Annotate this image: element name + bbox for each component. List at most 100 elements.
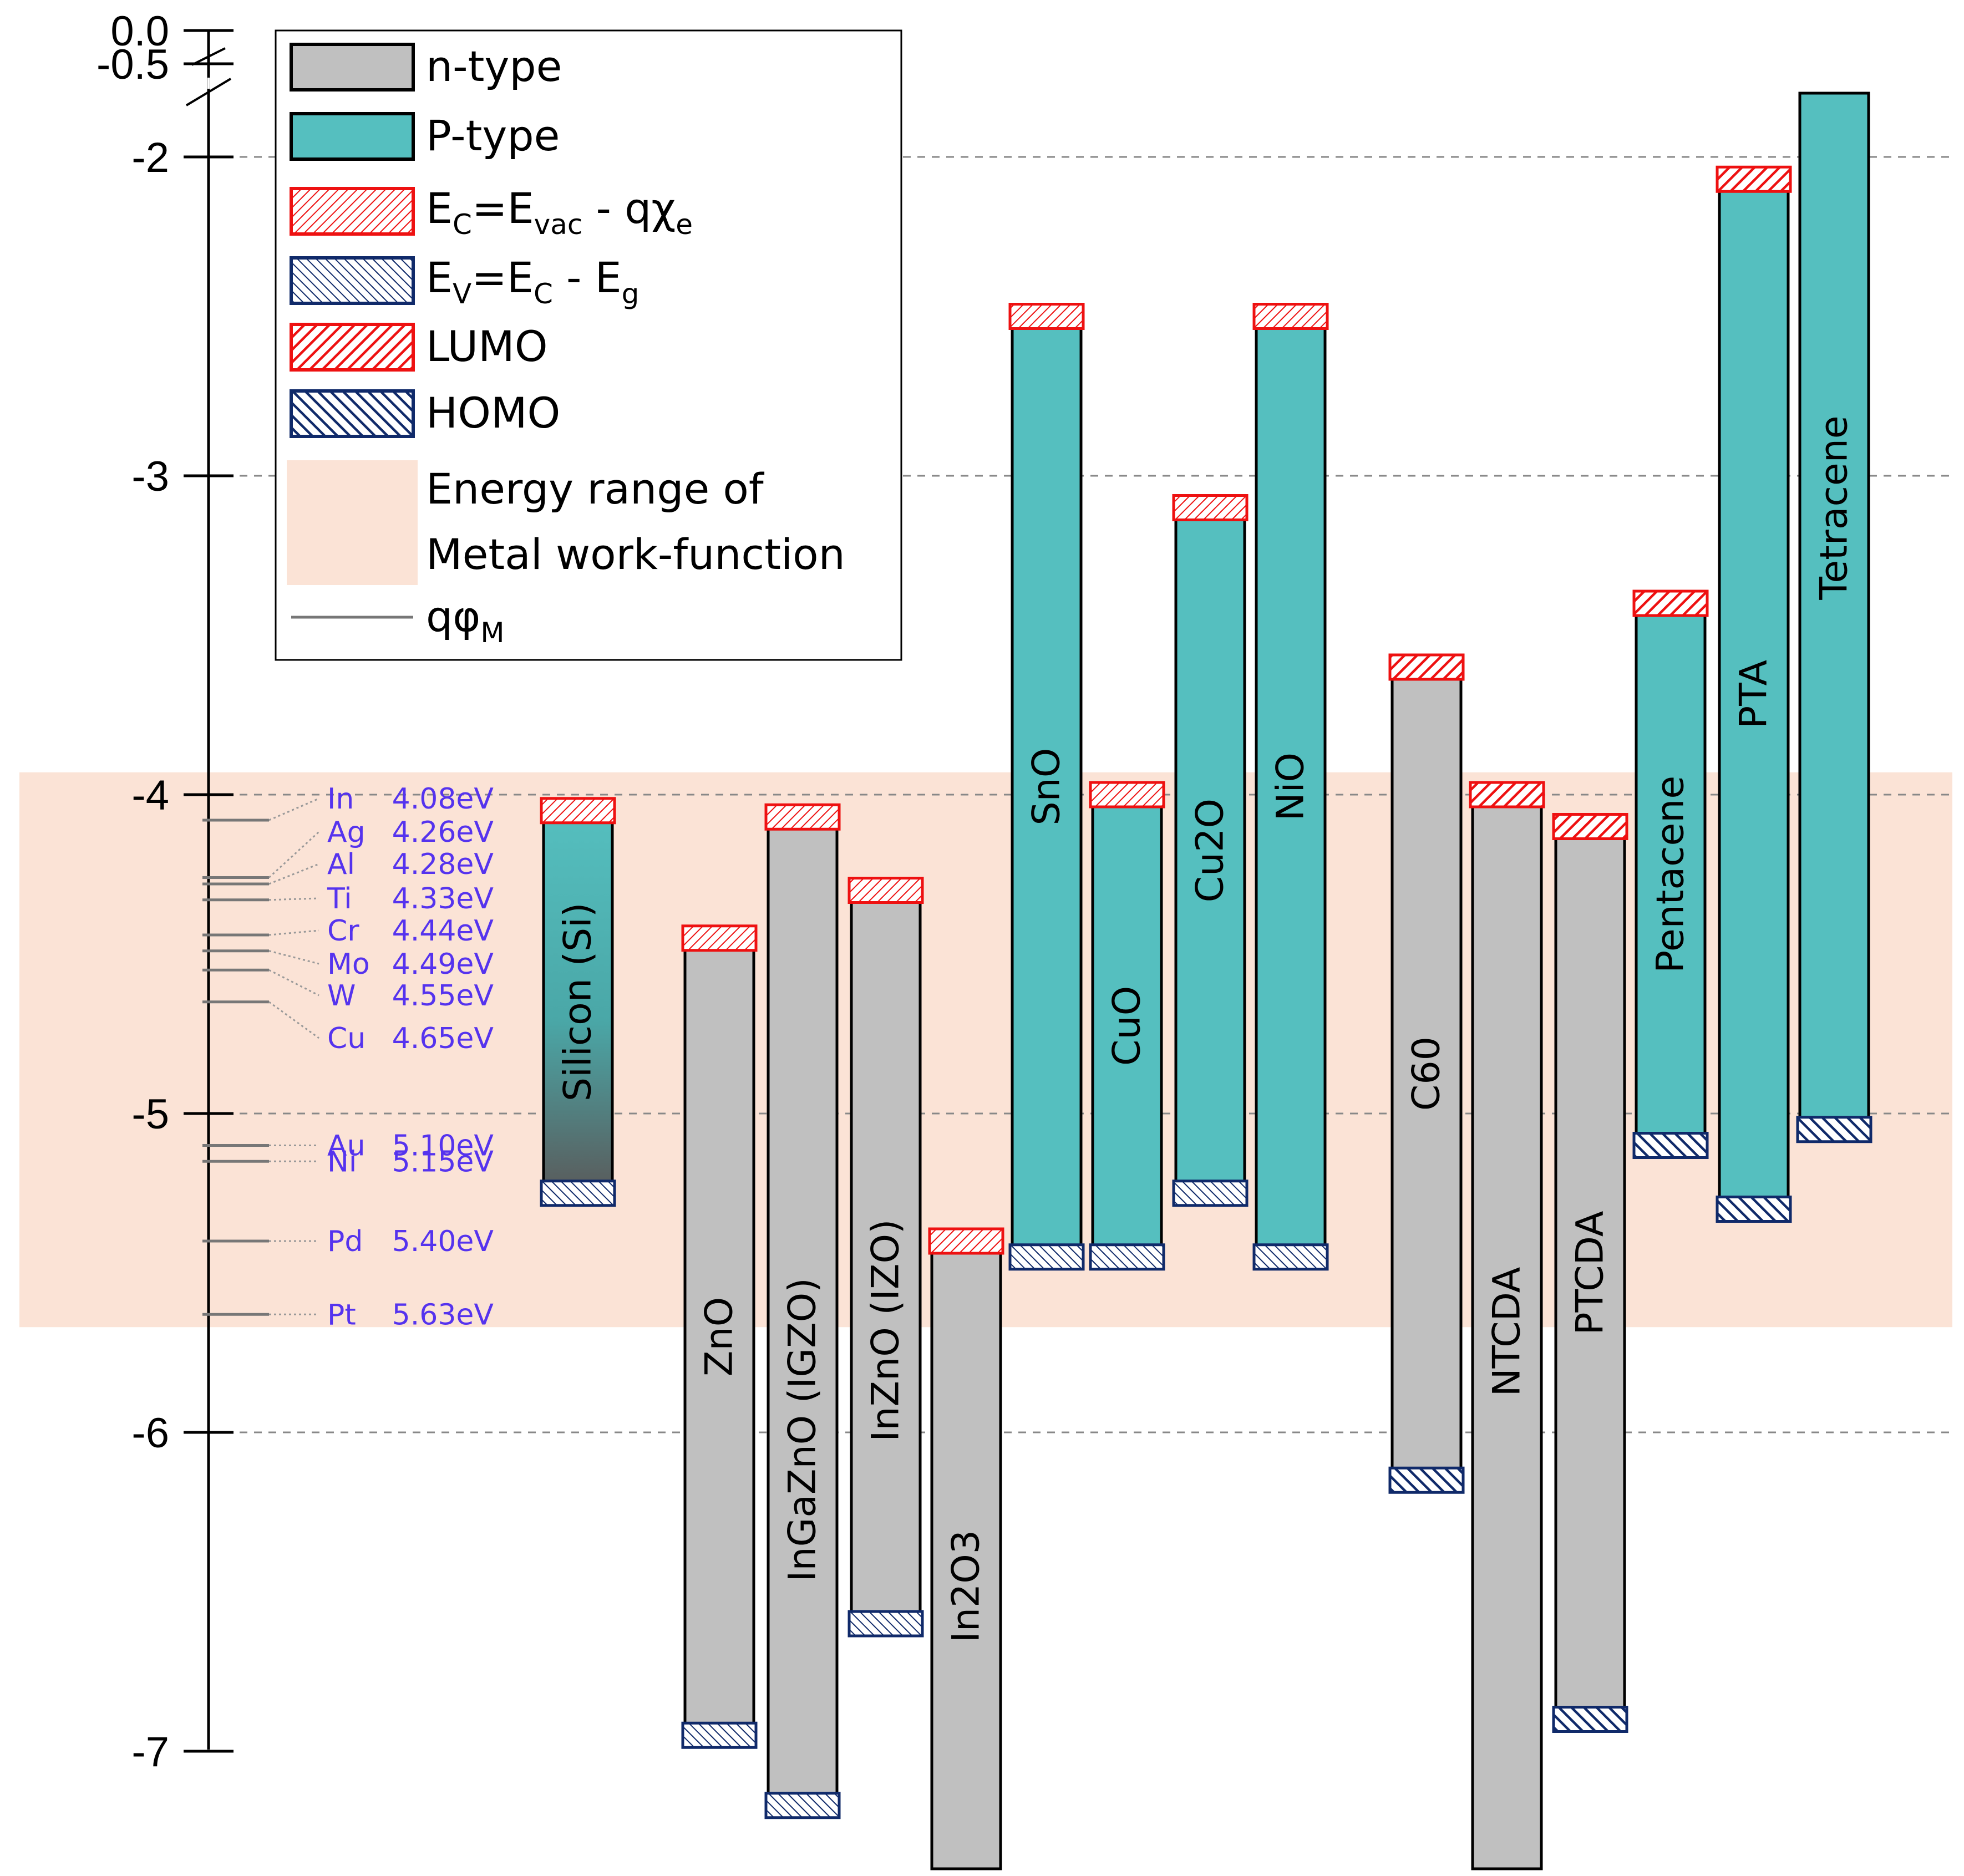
legend-swatch-lumo [290,323,415,372]
metal-workfunction-value: 4.49eV [392,948,494,981]
material-ptcda: PTCDA [1552,813,1628,1733]
legend-text-part: =E [472,184,534,233]
y-tick-label: -7 [131,1728,169,1776]
band-bar [1255,315,1327,1259]
metal-symbol: Pt [327,1298,356,1331]
material-bars: Silicon (Si) ZnO InGaZnO (IGZO) InZnO (IZO)… [540,91,1872,1870]
material-label: SnO [1025,748,1069,826]
metal-symbol: Al [327,848,355,881]
metal-workfunction-value: 4.26eV [392,816,494,849]
material-nio: NiO [1252,303,1329,1271]
legend-text-part: C [453,209,472,241]
conduction-band-cap [1089,781,1165,809]
material-label: ZnO [698,1297,742,1376]
conduction-band-cap [764,803,841,831]
legend-text-part: M [480,617,504,649]
legend-text-part: g [622,278,640,310]
metal-leader-line [268,929,319,936]
y-axis: 0.0-0.5 -2 -3 -4 -5 -6 -7 [97,8,234,1776]
y-tick-label: -4 [131,772,169,819]
metal-leader-line [268,863,319,885]
metal-symbol: Cu [327,1022,366,1055]
legend-label-ev: EV=EC - Eg [426,253,639,310]
homo-cap [1552,1706,1628,1733]
band-bar [1091,793,1163,1259]
metal-symbol: Pd [327,1225,363,1258]
valence-band-cap [681,1721,758,1749]
axis-break-gap [207,78,210,89]
metal-workfunction-value: 4.08eV [392,782,494,816]
valence-band-cap [1172,1180,1249,1207]
metal-workfunctions: In 4.08eV Ag 4.26eV Al 4.28eV Ti 4.33eV Cr 4.44eV… [202,782,494,1331]
valence-band-cap [847,1610,924,1638]
conduction-band-cap [928,1227,1004,1255]
legend-text-part: qφ [426,592,480,641]
legend-swatch-ec [290,187,415,236]
material-cu2o: Cu2O [1172,494,1249,1207]
material-label: PTCDA [1569,1211,1612,1335]
material-label: InZnO (IZO) [864,1219,908,1441]
legend-text-part: - qχ [582,184,676,233]
lumo-cap [1632,589,1709,617]
material-label: CuO [1105,986,1149,1066]
valence-band-cap [1089,1243,1165,1271]
material-label: Pentacene [1649,776,1693,973]
metal-workfunction-value: 5.40eV [392,1225,494,1258]
band-bar [1635,602,1707,1147]
metal-leader-line [268,797,319,821]
legend-text-part: vac [534,209,583,241]
conduction-band-cap [1172,494,1249,521]
legend-text-part: C [534,278,553,310]
y-tick-label: -0.5 [97,41,169,88]
band-bar [930,1239,1002,1870]
conduction-band-cap [1252,303,1329,330]
metal-symbol: Cr [327,914,359,948]
material-ntcda: NTCDA [1469,781,1545,1870]
material-ingazno-igzo: InGaZnO (IGZO) [764,803,841,1819]
legend-swatch-homo [290,389,415,438]
legend-swatch-ev [290,256,415,305]
legend-label-phi: qφM [426,592,505,649]
material-label: Cu2O [1189,799,1232,902]
legend-swatch-n [290,43,415,91]
material-sno: SnO [1008,303,1085,1271]
conduction-band-cap [540,797,616,825]
material-label: Tetracene [1813,415,1856,600]
conduction-band-cap [847,877,924,904]
legend-text-part: - E [553,253,622,302]
conduction-band-cap [681,924,758,952]
valence-band-cap [1008,1243,1085,1271]
homo-cap [1388,1466,1465,1494]
y-tick-label: 0.0 [110,8,169,55]
material-label: In2O3 [945,1530,988,1643]
metal-workfunction-value: 5.63eV [392,1298,494,1331]
legend-text-part: e [676,209,693,241]
material-pentacene: Pentacene [1632,589,1709,1159]
y-tick-label: -6 [131,1410,169,1457]
axis-break-mark [185,78,232,106]
legend-text-part: =E [471,253,534,302]
band-bar [1471,793,1543,1870]
material-label: NiO [1269,753,1313,821]
axis-break-mark [191,47,226,66]
band-bar [1390,665,1463,1482]
y-tick-label: -2 [131,134,169,181]
material-label: InGaZnO (IGZO) [781,1278,825,1582]
legend-label-range: Metal work-function [426,530,845,579]
lumo-cap [1469,781,1545,809]
lumo-cap [1552,813,1628,840]
lumo-cap [1388,653,1465,681]
metal-workfunction-value: 4.44eV [392,914,494,948]
metal-workfunction-value: 4.55eV [392,979,494,1013]
metal-workfunction-value: 4.65eV [392,1022,494,1055]
metal-workfunction-value: 4.33eV [392,882,494,916]
legend-text-part: E [426,184,453,233]
material-c60: C60 [1388,653,1465,1494]
valence-band-cap [540,1180,616,1207]
homo-cap [1716,1196,1792,1223]
material-cuo: CuO [1089,781,1165,1271]
metal-workfunction-value: 5.10eV [392,1130,494,1163]
legend-label-ec: EC=Evac - qχe [426,184,693,241]
conduction-band-cap [1008,303,1085,330]
